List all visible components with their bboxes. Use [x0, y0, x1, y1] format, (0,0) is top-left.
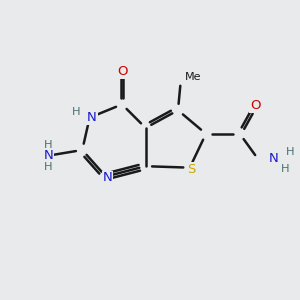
Text: H: H: [44, 162, 53, 172]
Text: O: O: [250, 99, 260, 112]
Text: H: H: [72, 107, 81, 117]
Text: Me: Me: [185, 72, 202, 82]
Text: S: S: [187, 163, 195, 176]
Text: O: O: [117, 65, 127, 79]
Text: N: N: [87, 111, 97, 124]
Text: H: H: [280, 164, 289, 173]
Text: N: N: [44, 149, 53, 162]
Text: N: N: [269, 152, 279, 165]
Text: H: H: [285, 147, 294, 157]
Text: H: H: [44, 140, 53, 150]
Text: N: N: [102, 172, 112, 184]
